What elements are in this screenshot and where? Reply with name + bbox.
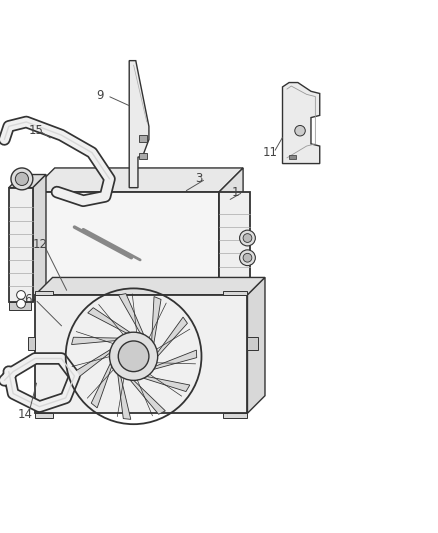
Polygon shape [157,317,187,356]
Polygon shape [247,278,265,413]
Polygon shape [88,308,130,333]
Text: 11: 11 [263,146,278,159]
Polygon shape [130,380,166,414]
Polygon shape [223,290,247,295]
Text: 12: 12 [33,238,48,251]
Polygon shape [71,337,118,344]
Polygon shape [144,376,190,392]
Text: 15: 15 [28,124,43,137]
Circle shape [243,253,252,262]
Polygon shape [91,363,112,408]
Polygon shape [31,168,243,192]
Polygon shape [9,174,46,188]
Polygon shape [247,336,258,350]
Circle shape [17,290,25,300]
Polygon shape [139,135,147,142]
Polygon shape [28,336,35,350]
Circle shape [17,300,25,308]
Polygon shape [73,350,110,380]
Polygon shape [139,152,147,159]
Polygon shape [289,155,296,159]
Polygon shape [9,302,31,310]
Polygon shape [154,350,197,369]
Polygon shape [219,168,243,297]
Polygon shape [33,174,46,302]
Polygon shape [223,413,247,418]
Text: 6: 6 [24,293,32,306]
Circle shape [243,233,252,243]
Polygon shape [152,296,161,343]
Polygon shape [35,413,53,418]
Text: 9: 9 [96,89,104,102]
Circle shape [15,172,28,185]
Polygon shape [35,278,265,295]
Polygon shape [283,83,320,164]
Circle shape [11,168,33,190]
Circle shape [295,125,305,136]
Polygon shape [9,188,33,302]
Circle shape [110,332,158,381]
Polygon shape [129,61,149,188]
Text: 3: 3 [195,172,202,185]
Polygon shape [31,192,219,297]
Polygon shape [35,295,247,413]
Text: 1: 1 [232,185,240,198]
Text: 14: 14 [18,408,32,421]
Polygon shape [35,290,53,295]
Circle shape [240,230,255,246]
Polygon shape [219,192,250,310]
Polygon shape [118,375,131,419]
Circle shape [240,250,255,265]
Circle shape [118,341,149,372]
Polygon shape [119,294,144,334]
